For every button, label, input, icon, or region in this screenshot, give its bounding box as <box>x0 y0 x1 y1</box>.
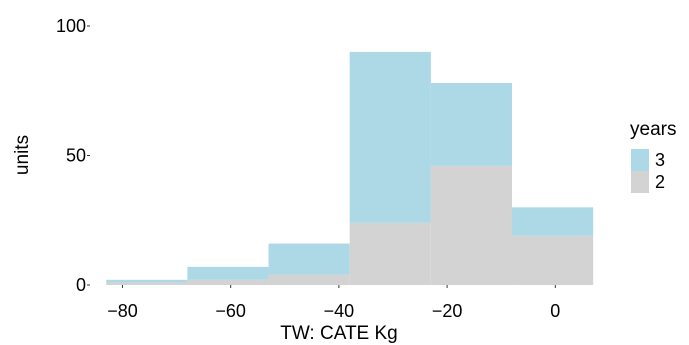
x-axis-title: TW: CATE Kg <box>280 323 398 344</box>
bars-layer <box>106 51 594 285</box>
bar-series-2-bin-3 <box>349 222 431 285</box>
x-tick-label: 0 <box>550 301 560 321</box>
x-tick-label: −80 <box>107 301 138 321</box>
bar-series-2-bin-1 <box>187 279 269 285</box>
bar-series-2-bin-5 <box>512 235 594 285</box>
legend-label-2: 2 <box>655 172 665 192</box>
x-tick-label: −20 <box>432 301 463 321</box>
bar-series-2-bin-4 <box>430 165 513 285</box>
legend-entries: 32 <box>631 149 665 193</box>
bar-series-3-bin-4 <box>430 82 513 166</box>
bar-series-2-bin-0 <box>106 282 188 285</box>
legend-key-3 <box>631 149 649 171</box>
legend: years 32 <box>630 119 676 193</box>
bar-series-3-bin-1 <box>187 266 269 280</box>
bar-series-2-bin-2 <box>268 274 350 285</box>
x-axis: −80 −60 −40 −20 0 <box>107 285 560 321</box>
bar-series-3-bin-3 <box>349 51 431 223</box>
y-tick-label: 100 <box>56 16 86 36</box>
legend-label-3: 3 <box>655 150 665 170</box>
y-axis: 0 50 100 <box>56 16 90 295</box>
y-axis-title: units <box>12 135 33 175</box>
legend-title: years <box>630 119 676 140</box>
legend-key-2 <box>631 171 649 193</box>
x-tick-label: −60 <box>215 301 246 321</box>
bar-series-3-bin-5 <box>512 207 594 236</box>
y-tick-label: 0 <box>76 275 86 295</box>
bar-series-3-bin-2 <box>268 243 350 275</box>
bar-series-3-bin-0 <box>106 279 188 283</box>
x-tick-label: −40 <box>324 301 355 321</box>
y-tick-label: 50 <box>66 146 86 166</box>
